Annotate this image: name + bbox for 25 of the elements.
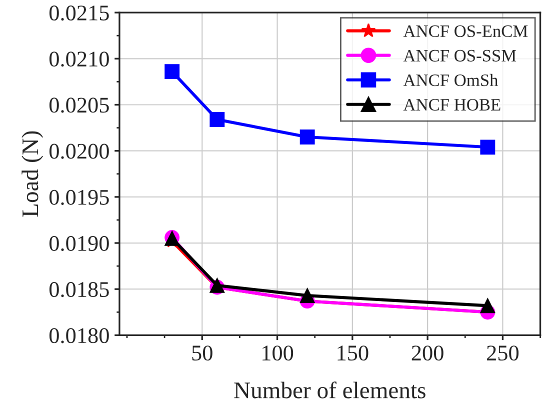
x-tick-label: 250 [487,346,519,361]
point [300,288,315,304]
x-tick-label: 150 [338,346,368,361]
x-tick-label: 100 [262,346,294,361]
y-tick-label: 0.0210 [49,52,109,67]
y-tick-label: 0.0205 [49,98,109,113]
point [210,112,225,127]
y-tick-label: 0.0195 [49,190,109,205]
point [480,140,496,155]
y-tick-label: 0.0215 [49,6,109,21]
y-tick-label: 0.0200 [49,144,109,159]
legend-label: ANCF OmSh [403,74,498,86]
y-tick-label: 0.0190 [49,236,109,252]
legend-label: ANCF OS-EnCM [403,25,528,38]
x-tick-label: 50 [192,346,212,361]
y-tick-label: 0.0185 [49,282,109,298]
point [164,64,180,80]
x-axis-title: Number of elements [234,382,426,398]
point [300,130,315,144]
point [480,298,496,314]
x-tick-label: 200 [412,346,444,361]
legend-label: ANCF HOBE [403,98,500,111]
y-axis-title: Load (N) [22,131,44,217]
legend-label: ANCF OS-SSM [403,50,516,62]
y-tick-label: 0.0180 [49,328,109,344]
